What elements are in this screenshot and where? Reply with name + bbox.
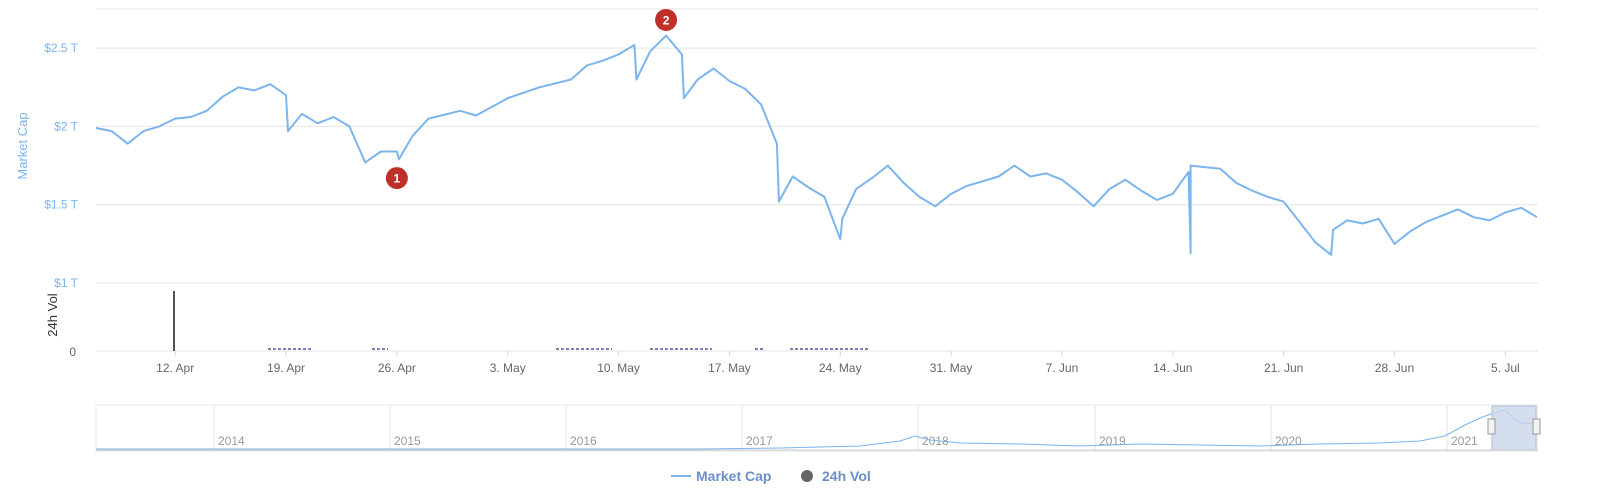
legend-volume-label[interactable]: 24h Vol <box>822 468 871 484</box>
event-marker-1[interactable] <box>385 167 408 190</box>
legend-volume-swatch <box>801 470 813 482</box>
market-cap-line[interactable] <box>95 34 1538 256</box>
navigator-series <box>96 409 1538 450</box>
navigator-year-label: 2015 <box>394 434 421 448</box>
y-gridlines <box>96 47 1538 284</box>
navigator-year-label: 2017 <box>746 434 773 448</box>
x-tick-label: 7. Jun <box>1046 361 1079 375</box>
x-tick-label: 10. May <box>597 361 640 375</box>
navigator-years: 2014 2015 2016 2017 2018 2019 2020 2021 <box>213 406 1478 450</box>
x-tick-label: 31. May <box>930 361 973 375</box>
y-axis-title: Market Cap <box>15 112 30 179</box>
y-tick-label: $1 T <box>54 276 78 290</box>
navigator-year-label: 2019 <box>1099 434 1126 448</box>
legend-market-cap-label[interactable]: Market Cap <box>696 468 771 484</box>
navigator-year-label: 2020 <box>1275 434 1302 448</box>
navigator-year-label: 2014 <box>218 434 245 448</box>
x-tick-label: 24. May <box>819 361 862 375</box>
navigator-handle-left[interactable] <box>1487 418 1496 435</box>
y-axis-ticks: $1 T $1.5 T $2 T $2.5 T <box>44 41 78 290</box>
x-tick-label: 19. Apr <box>267 361 305 375</box>
x-axis-ticks: 12. Apr 19. Apr 26. Apr 3. May 10. May 17. Ma… <box>156 351 1520 375</box>
y-tick-label: $1.5 T <box>44 198 78 212</box>
navigator-handle-right[interactable] <box>1532 418 1541 435</box>
navigator-year-label: 2016 <box>570 434 597 448</box>
event-marker-label: 2 <box>663 13 670 27</box>
x-tick-label: 28. Jun <box>1375 361 1414 375</box>
navigator-selection[interactable] <box>1491 405 1537 451</box>
navigator-year-label: 2021 <box>1451 434 1478 448</box>
y-tick-label: $2.5 T <box>44 41 78 55</box>
event-marker-label: 1 <box>394 172 401 186</box>
x-tick-label: 26. Apr <box>378 361 416 375</box>
x-tick-label: 3. May <box>490 361 526 375</box>
volume-spike-bar <box>173 291 175 351</box>
x-tick-label: 21. Jun <box>1264 361 1303 375</box>
volume-axis-title: 24h Vol <box>45 293 60 336</box>
x-tick-label: 5. Jul <box>1491 361 1520 375</box>
event-marker-2[interactable] <box>655 8 678 31</box>
y-tick-label: $2 T <box>54 119 78 133</box>
event-markers: 12 <box>385 8 678 190</box>
x-tick-label: 12. Apr <box>156 361 194 375</box>
volume-tick-zero: 0 <box>69 345 76 359</box>
x-tick-label: 17. May <box>708 361 751 375</box>
x-tick-label: 14. Jun <box>1153 361 1192 375</box>
